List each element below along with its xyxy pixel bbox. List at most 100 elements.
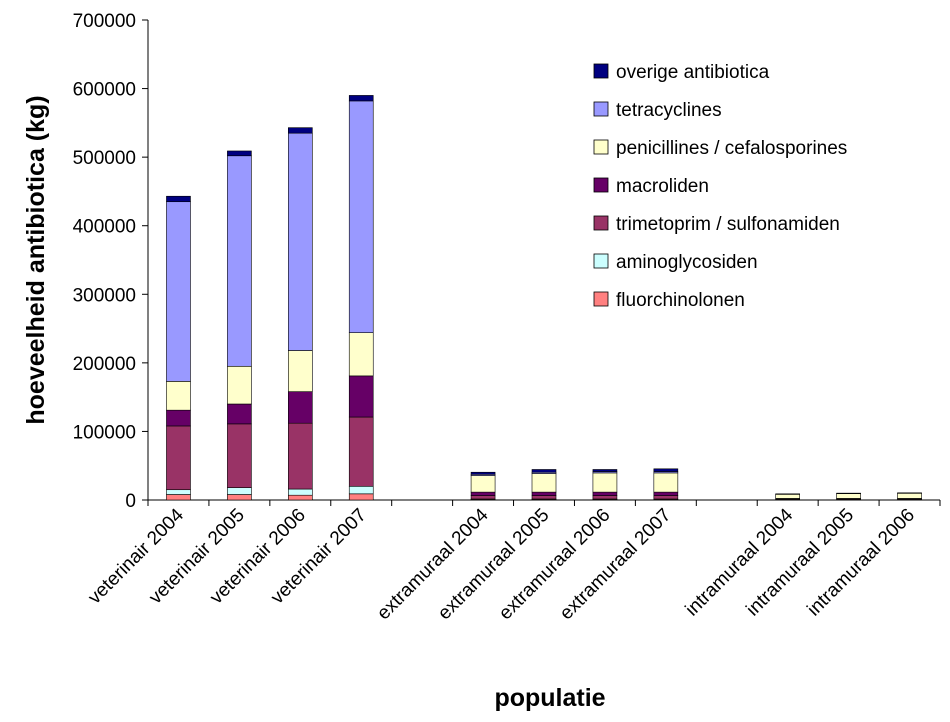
legend: overige antibiotica tetracyclines penicill…: [593, 62, 847, 311]
x-tick-label: extramuraal 2007: [556, 505, 675, 624]
legend-label: macroliden: [616, 176, 709, 197]
bar-stack: [288, 127, 313, 501]
legend-swatch: [593, 253, 609, 269]
legend-swatch: [593, 291, 609, 307]
y-tick-label: 0: [125, 491, 136, 512]
bar-segment: [531, 469, 557, 473]
legend-swatch: [593, 63, 609, 79]
bar-segment: [288, 350, 313, 392]
bar-stack: [470, 471, 496, 501]
bar-segment: [348, 332, 374, 377]
bar-segment: [653, 472, 679, 493]
legend-swatch: [593, 177, 609, 193]
y-tick-label: 400000: [73, 217, 136, 238]
legend-item: overige antibiotica: [593, 62, 770, 83]
bar-segment: [227, 150, 252, 157]
bar-stacks: [166, 95, 922, 501]
legend-label: aminoglycosiden: [616, 252, 758, 273]
x-tick-label: intramuraal 2006: [803, 505, 919, 621]
bar-segment: [470, 491, 496, 496]
bar-stack: [653, 468, 679, 501]
x-tick-label: intramuraal 2004: [682, 504, 798, 620]
y-tick-label: 600000: [73, 80, 136, 101]
bar-segment: [227, 155, 252, 367]
bar-segment: [166, 409, 191, 427]
bar-segment: [166, 425, 191, 491]
legend-swatch: [593, 139, 609, 155]
y-tick-label: 100000: [73, 422, 136, 443]
bar-segment: [470, 475, 496, 493]
legend-item: fluorchinolonen: [593, 290, 745, 311]
y-axis-title: hoeveelheid antibiotica (kg): [22, 95, 50, 424]
bar-stack: [775, 493, 800, 501]
bar-segment: [288, 391, 313, 424]
x-tick-label: intramuraal 2005: [742, 505, 858, 621]
bar-segment: [166, 494, 191, 501]
legend-item: penicillines / cefalosporines: [593, 138, 847, 159]
y-axis-ticks: 0 100000 200000 300000 400000 500000 600000 700…: [73, 11, 148, 512]
bar-segment: [653, 495, 679, 500]
bar-segment: [592, 472, 618, 493]
bar-segment: [348, 485, 374, 495]
bar-segment: [531, 473, 557, 493]
bar-segment: [348, 95, 374, 102]
x-axis-title: populatie: [494, 684, 605, 712]
y-tick-label: 500000: [73, 148, 136, 169]
x-tick-label: extramuraal 2004: [373, 504, 493, 624]
legend-item: aminoglycosiden: [593, 252, 758, 273]
legend-label: trimetoprim / sulfonamiden: [616, 214, 840, 235]
bar-segment: [166, 381, 191, 411]
bar-segment: [288, 132, 313, 351]
bar-segment: [470, 495, 496, 500]
bar-segment: [227, 403, 252, 425]
bar-segment: [531, 491, 557, 496]
legend-label: fluorchinolonen: [616, 290, 745, 311]
bar-segment: [288, 494, 313, 501]
bar-stack: [166, 195, 191, 501]
legend-label: penicillines / cefalosporines: [616, 138, 847, 159]
legend-item: trimetoprim / sulfonamiden: [593, 214, 840, 235]
plot-area: 0 100000 200000 300000 400000 500000 600000 700…: [73, 11, 941, 624]
bar-segment: [348, 416, 374, 487]
bar-segment: [592, 469, 618, 472]
bar-segment: [836, 493, 861, 499]
bar-segment: [348, 375, 374, 418]
y-tick-label: 300000: [73, 285, 136, 306]
bar-stack: [836, 492, 861, 501]
bar-segment: [348, 493, 374, 501]
bar-segment: [166, 489, 191, 495]
bar-segment: [653, 468, 679, 472]
bar-segment: [348, 100, 374, 333]
legend-swatch: [593, 101, 609, 117]
bar-stack: [227, 150, 252, 501]
legend-swatch: [593, 215, 609, 231]
bar-segment: [227, 494, 252, 501]
bar-stack: [531, 469, 557, 501]
bar-segment: [227, 423, 252, 488]
bar-segment: [592, 495, 618, 500]
bar-segment: [592, 491, 618, 496]
bar-segment: [470, 471, 496, 475]
bar-segment: [531, 495, 557, 500]
bar-segment: [288, 422, 313, 490]
bar-segment: [288, 127, 313, 134]
y-tick-label: 700000: [73, 11, 136, 32]
legend-label: tetracyclines: [616, 100, 722, 121]
legend-label: overige antibiotica: [616, 62, 770, 83]
bar-segment: [227, 365, 252, 405]
bar-stack: [897, 492, 922, 501]
bar-segment: [653, 491, 679, 496]
bar-segment: [166, 201, 191, 382]
x-tick-label: extramuraal 2006: [495, 505, 614, 624]
legend-item: tetracyclines: [593, 100, 722, 121]
y-tick-label: 200000: [73, 354, 136, 375]
bar-stack: [592, 469, 618, 501]
bar-segment: [288, 488, 313, 496]
bar-stack: [348, 95, 374, 501]
bar-segment: [775, 494, 800, 499]
legend-item: macroliden: [593, 176, 709, 197]
x-tick-label: extramuraal 2005: [434, 505, 553, 624]
bar-segment: [227, 487, 252, 495]
